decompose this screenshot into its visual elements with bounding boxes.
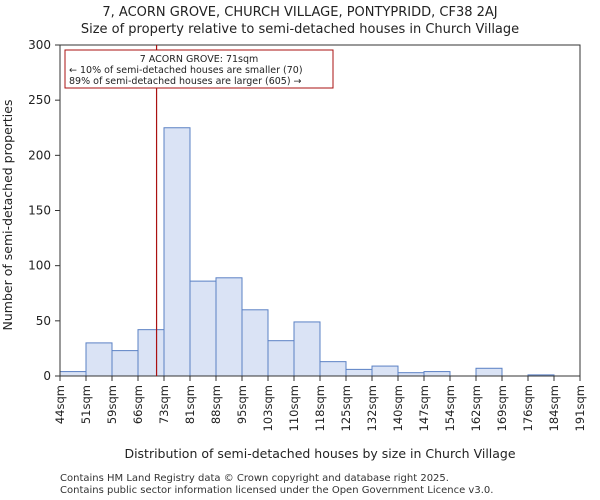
- x-tick-label-51sqm: 51sqm: [79, 385, 93, 424]
- x-tick-label-44sqm: 44sqm: [53, 385, 67, 424]
- bar-59sqm: [111, 350, 139, 377]
- y-tick-label-150: 150: [28, 204, 51, 218]
- x-tick-label-184sqm: 184sqm: [547, 385, 561, 431]
- y-tick-label-250: 250: [28, 93, 51, 107]
- x-tick-label-191sqm: 191sqm: [573, 385, 587, 431]
- x-tick-label-154sqm: 154sqm: [443, 385, 457, 431]
- x-tick-label-147sqm: 147sqm: [417, 385, 431, 431]
- annotation-line-2: ← 10% of semi-detached houses are smalle…: [69, 65, 303, 76]
- bar-103sqm: [267, 340, 295, 377]
- bar-132sqm: [371, 365, 399, 377]
- x-tick-label-118sqm: 118sqm: [313, 385, 327, 431]
- footer-copyright: Contains HM Land Registry data © Crown c…: [60, 473, 449, 484]
- bar-44sqm: [59, 371, 87, 377]
- bar-110sqm: [293, 321, 321, 377]
- x-tick-label-88sqm: 88sqm: [209, 385, 223, 424]
- y-ticks-group: 0 50 100 150 200 250 300: [28, 38, 60, 383]
- x-tick-label-176sqm: 176sqm: [521, 385, 535, 431]
- y-tick-label-0: 0: [43, 369, 51, 383]
- bar-81sqm: [189, 280, 217, 377]
- x-tick-label-59sqm: 59sqm: [105, 385, 119, 424]
- bars-group: [59, 127, 555, 377]
- x-tick-label-110sqm: 110sqm: [287, 385, 301, 431]
- x-tick-label-132sqm: 132sqm: [365, 385, 379, 431]
- x-tick-label-73sqm: 73sqm: [157, 385, 171, 424]
- y-tick-label-100: 100: [28, 259, 51, 273]
- x-tick-label-125sqm: 125sqm: [339, 385, 353, 431]
- bar-51sqm: [85, 342, 113, 377]
- bar-162sqm: [475, 367, 503, 377]
- y-tick-label-300: 300: [28, 38, 51, 52]
- annotation-line-3: 89% of semi-detached houses are larger (…: [69, 76, 302, 87]
- x-tick-label-140sqm: 140sqm: [391, 385, 405, 431]
- bar-125sqm: [345, 368, 373, 377]
- x-tick-label-81sqm: 81sqm: [183, 385, 197, 424]
- y-tick-label-50: 50: [36, 314, 51, 328]
- plot-frame: [59, 44, 581, 377]
- x-tick-label-169sqm: 169sqm: [495, 385, 509, 431]
- bar-73sqm: [163, 127, 191, 377]
- footer-licence: Contains public sector information licen…: [60, 485, 494, 496]
- bar-95sqm: [241, 309, 269, 377]
- chart-subtitle: Size of property relative to semi-detach…: [80, 22, 520, 37]
- annotation-box: 7 ACORN GROVE: 71sqm ← 10% of semi-detac…: [64, 49, 334, 89]
- x-axis-label: Distribution of semi-detached houses by …: [124, 446, 515, 461]
- chart-title: 7, ACORN GROVE, CHURCH VILLAGE, PONTYPRI…: [102, 5, 498, 20]
- x-tick-label-162sqm: 162sqm: [469, 385, 483, 431]
- x-tick-label-66sqm: 66sqm: [131, 385, 145, 424]
- bar-66sqm: [137, 329, 165, 377]
- bar-88sqm: [215, 277, 243, 377]
- bar-118sqm: [319, 361, 347, 377]
- x-ticks-group: 44sqm 51sqm 59sqm 66sqm 73sqm 81sqm 88sqm 95sqm…: [53, 376, 587, 431]
- x-tick-label-103sqm: 103sqm: [261, 385, 275, 431]
- y-tick-label-200: 200: [28, 148, 51, 162]
- bar-147sqm: [423, 371, 451, 377]
- x-tick-label-95sqm: 95sqm: [235, 385, 249, 424]
- y-axis-label: Number of semi-detached properties: [0, 100, 15, 331]
- annotation-line-1: 7 ACORN GROVE: 71sqm: [140, 54, 259, 65]
